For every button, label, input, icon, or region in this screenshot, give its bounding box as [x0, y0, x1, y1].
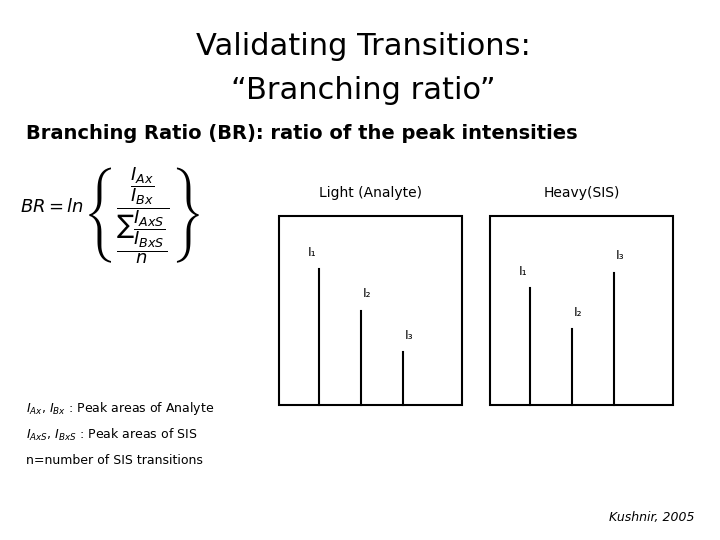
- Text: $I_{AxS}$, $I_{BxS}$ : Peak areas of SIS: $I_{AxS}$, $I_{BxS}$ : Peak areas of SIS: [26, 427, 197, 443]
- Text: I₂: I₂: [574, 306, 582, 319]
- Text: Kushnir, 2005: Kushnir, 2005: [608, 511, 694, 524]
- Text: I₃: I₃: [616, 249, 624, 262]
- Text: Validating Transitions:: Validating Transitions:: [196, 32, 531, 62]
- Text: n=number of SIS transitions: n=number of SIS transitions: [26, 454, 203, 467]
- FancyBboxPatch shape: [490, 216, 673, 405]
- Text: Branching Ratio (BR): ratio of the peak intensities: Branching Ratio (BR): ratio of the peak …: [26, 124, 577, 143]
- Text: $BR = ln\left\{\dfrac{\dfrac{I_{Ax}}{I_{Bx}}}{\dfrac{\sum\dfrac{I_{AxS}}{I_{BxS}: $BR = ln\left\{\dfrac{\dfrac{I_{Ax}}{I_{…: [20, 166, 200, 266]
- Text: $I_{Ax}$, $I_{Bx}$ : Peak areas of Analyte: $I_{Ax}$, $I_{Bx}$ : Peak areas of Analy…: [26, 400, 214, 416]
- Text: I₃: I₃: [405, 329, 413, 342]
- Text: Light (Analyte): Light (Analyte): [319, 186, 422, 200]
- Text: Heavy(SIS): Heavy(SIS): [544, 186, 620, 200]
- Text: “Branching ratio”: “Branching ratio”: [231, 76, 496, 105]
- Text: I₁: I₁: [518, 265, 527, 278]
- Text: I₂: I₂: [363, 287, 372, 300]
- Text: I₁: I₁: [307, 246, 316, 259]
- FancyBboxPatch shape: [279, 216, 462, 405]
